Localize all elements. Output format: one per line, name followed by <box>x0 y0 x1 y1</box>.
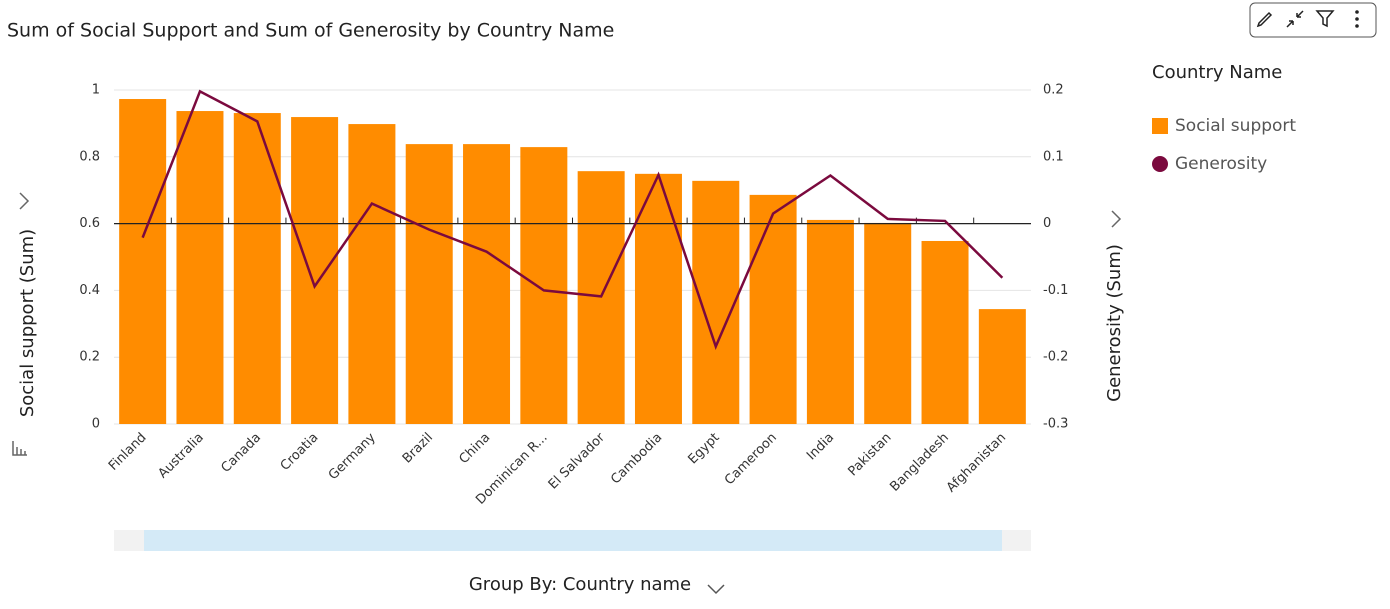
y2-axis-title: Generosity (Sum) <box>1104 244 1125 402</box>
bar <box>806 219 854 424</box>
bar <box>749 194 797 424</box>
bar <box>520 147 568 424</box>
bar <box>634 173 682 424</box>
menu-icon[interactable] <box>1355 10 1359 28</box>
group-by[interactable]: Group By: Country name <box>469 574 691 595</box>
expand-arrow[interactable] <box>19 192 30 210</box>
line <box>141 89 1004 351</box>
chart-title: Sum of Social Support and Sum of Generos… <box>7 20 614 42</box>
x-tick-label: Australia <box>156 430 207 481</box>
scrollbar[interactable] <box>114 530 1031 551</box>
bar <box>405 144 453 424</box>
x-tick-label: Croatia <box>278 430 322 474</box>
y2-tick-label: -0.3 <box>1043 417 1068 432</box>
x-tick-label: Cambodia <box>608 430 665 487</box>
x-tick-label: Germany <box>326 430 379 483</box>
x-tick-label: India <box>804 430 837 463</box>
x-tick-label: China <box>456 430 493 467</box>
x-tick-label: Brazil <box>400 430 436 466</box>
sort-icon[interactable] <box>12 441 27 456</box>
y2-tick-label: 0 <box>1043 216 1051 231</box>
y2-tick-label: 0.2 <box>1043 83 1064 98</box>
y2-tick-label: -0.1 <box>1043 283 1068 298</box>
toolbar-box <box>1249 2 1377 38</box>
legend-title: Country Name <box>1152 62 1282 83</box>
x-tick-label: Bangladesh <box>887 430 952 495</box>
collapse-icon[interactable] <box>1286 10 1304 28</box>
x-tick-label: Finland <box>106 430 149 473</box>
expand-arrow[interactable] <box>1111 210 1122 228</box>
x-tick-label: Cameroon <box>722 430 780 488</box>
y-tick-label: 0.8 <box>79 149 100 164</box>
y-tick-label: 0.4 <box>79 283 100 298</box>
bar <box>233 113 281 425</box>
bar <box>978 309 1026 424</box>
x-tick-label: Afghanistan <box>944 430 1009 495</box>
y2-tick-label: 0.1 <box>1043 149 1064 164</box>
filter-icon[interactable] <box>1315 10 1335 28</box>
bar <box>463 144 511 424</box>
scroll-thumb[interactable] <box>144 530 1002 551</box>
bar <box>176 111 224 425</box>
x-tick-label: Canada <box>219 430 265 476</box>
y-tick-label: 1 <box>92 83 100 98</box>
x-tick-label: El Salvador <box>546 430 609 493</box>
bar <box>864 222 912 424</box>
bar <box>119 99 167 424</box>
edit-icon[interactable] <box>1256 11 1273 28</box>
dropdown-arrow[interactable] <box>707 584 725 595</box>
toolbar[interactable] <box>1249 2 1377 38</box>
x-tick-label: Egypt <box>685 430 722 467</box>
bar <box>692 180 740 424</box>
y2-tick-label: -0.2 <box>1043 350 1068 365</box>
legend-label[interactable]: Social support <box>1175 116 1296 136</box>
legend-swatch <box>1152 156 1168 172</box>
y-tick-label: 0 <box>92 417 100 432</box>
x-tick-label: Pakistan <box>845 430 894 479</box>
y-tick-label: 0.6 <box>79 216 100 231</box>
bar <box>921 240 969 424</box>
bar <box>291 117 339 424</box>
y-tick-label: 0.2 <box>79 350 100 365</box>
legend-label[interactable]: Generosity <box>1175 154 1267 174</box>
bar <box>348 124 396 425</box>
y-axis-title: Social support (Sum) <box>17 229 38 417</box>
legend-swatch <box>1152 118 1168 134</box>
